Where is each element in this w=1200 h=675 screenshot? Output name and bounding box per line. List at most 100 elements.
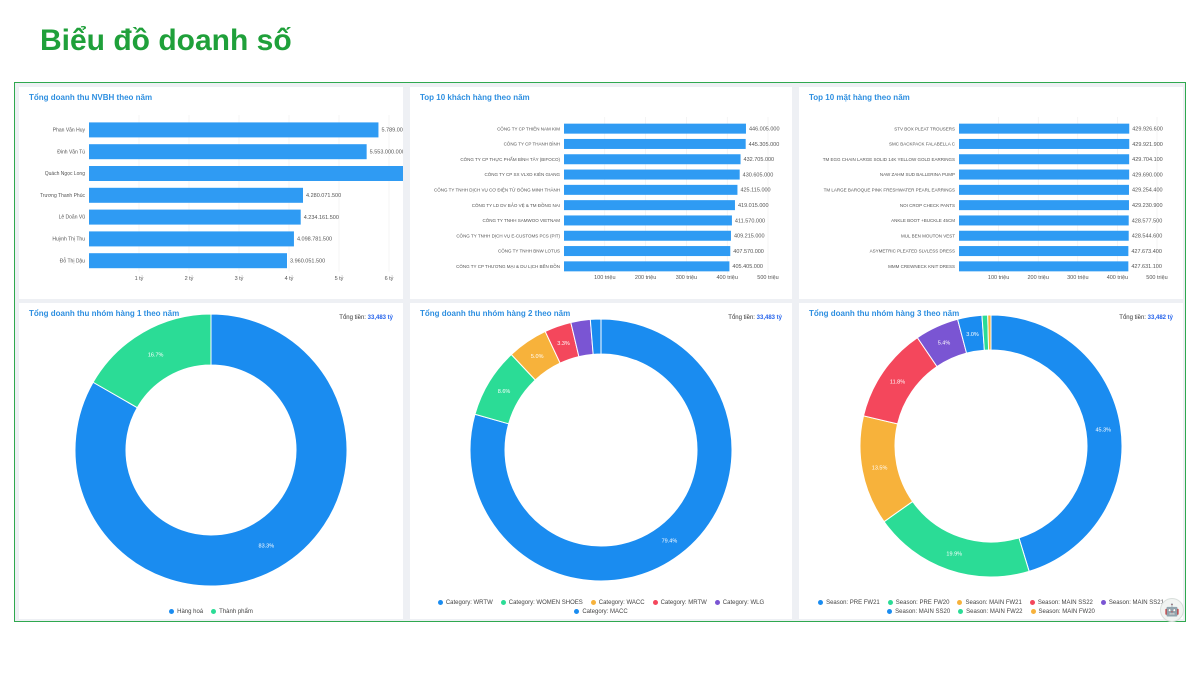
category-label: Trương Thanh Phúc <box>40 193 85 199</box>
category-label: Quách Ngọc Long <box>45 171 86 177</box>
bar[interactable] <box>564 169 740 180</box>
donut-slice[interactable] <box>469 318 733 582</box>
data-label: 432.705.000 <box>744 157 775 163</box>
bar[interactable] <box>959 200 1129 211</box>
donut-slice[interactable] <box>883 500 1030 578</box>
bar[interactable] <box>89 166 413 181</box>
bar[interactable] <box>959 246 1129 257</box>
bar[interactable] <box>564 154 741 165</box>
category-label: Phan Văn Huy <box>53 128 86 134</box>
legend-item[interactable]: Hàng hoá <box>169 608 203 617</box>
bar[interactable] <box>89 144 367 160</box>
donut-slice[interactable] <box>74 313 348 587</box>
legend-label: Category: MACC <box>582 609 628 615</box>
category-label: CÔNG TY LD DV BẢO VỆ & TM ĐỒNG NAI <box>472 201 560 208</box>
bar[interactable] <box>89 209 301 225</box>
bar[interactable] <box>564 138 746 149</box>
panel-title: Tổng doanh thu nhóm hàng 2 theo năm <box>420 309 571 318</box>
data-label: 5.789.000.000 <box>381 128 403 134</box>
category-label: TM EGG CHAIN LARGE SOLID 14K YELLOW GOLD… <box>823 157 955 162</box>
bar[interactable] <box>89 253 288 269</box>
panel-group3-revenue: Tổng doanh thu nhóm hàng 3 theo năm Tổng… <box>799 303 1183 619</box>
legend-dot <box>437 599 443 605</box>
data-label: 429.921.900 <box>1132 142 1163 148</box>
legend-item[interactable]: Season: MAIN FW20 <box>1030 608 1095 617</box>
legend-item[interactable]: Category: WRTW <box>437 599 493 608</box>
bar[interactable] <box>564 215 732 226</box>
legend-label: Thành phẩm <box>219 609 253 615</box>
x-tick-label: 200 triệu <box>635 275 656 281</box>
bar[interactable] <box>959 184 1129 195</box>
data-label: 425.115.000 <box>740 188 770 194</box>
legend-dot <box>652 599 658 605</box>
data-label: 411.570.000 <box>735 218 765 224</box>
bar[interactable] <box>564 230 731 241</box>
legend-item[interactable]: Season: PRE FW20 <box>887 599 949 608</box>
bar[interactable] <box>959 138 1130 149</box>
donut-slice[interactable] <box>589 318 602 355</box>
robot-icon[interactable]: 🤖 <box>1160 598 1184 622</box>
data-label: 429.230.900 <box>1132 203 1163 209</box>
data-label: 405.405.000 <box>732 264 763 270</box>
bar[interactable] <box>959 215 1129 226</box>
bar[interactable] <box>564 246 731 257</box>
bar[interactable] <box>959 123 1130 134</box>
legend-item[interactable]: Category: MACC <box>574 608 628 617</box>
legend-label: Season: MAIN SS22 <box>1037 600 1093 606</box>
legend-item[interactable]: Season: MAIN SS22 <box>1029 599 1093 608</box>
x-tick-label: 300 triệu <box>1067 275 1088 281</box>
bar[interactable] <box>959 261 1129 272</box>
data-label: 428.577.500 <box>1132 218 1163 224</box>
data-label: 4.280.071.500 <box>306 193 341 199</box>
total-amount: Tổng tiền: 33,482 tỷ <box>1119 315 1173 321</box>
legend-item[interactable]: Thành phẩm <box>211 608 253 617</box>
slice-label: 13.5% <box>872 466 888 472</box>
category-label: ASYMETRIC PLEATED SLVLESS DRESS <box>870 249 955 254</box>
data-label: 446.005.000 <box>749 126 780 132</box>
category-label: CÔNG TY CP THIÊN NAM KIM <box>497 124 560 131</box>
legend-item[interactable]: Category: WOMEN SHOES <box>500 599 583 608</box>
bar[interactable] <box>564 261 730 272</box>
total-amount: Tổng tiền: 33,483 tỷ <box>339 315 393 321</box>
legend-label: Season: MAIN FW21 <box>965 600 1022 606</box>
x-tick-label: 200 triệu <box>1027 275 1048 281</box>
legend-dot <box>714 599 720 605</box>
x-tick-label: 400 triệu <box>716 275 737 281</box>
legend-item[interactable]: Category: MRTW <box>652 599 707 608</box>
donut-slice[interactable] <box>990 314 1123 572</box>
bar[interactable] <box>564 200 735 211</box>
legend-item[interactable]: Season: PRE FW21 <box>818 599 880 608</box>
slice-label: 5.4% <box>938 341 951 347</box>
donut-slice[interactable] <box>92 313 212 409</box>
panel-title: Top 10 mặt hàng theo năm <box>809 93 910 102</box>
bar[interactable] <box>89 187 304 203</box>
legend-item[interactable]: Season: MAIN FW21 <box>957 599 1022 608</box>
category-label: CÔNG TY TNHH BNW LOTUS <box>498 248 560 254</box>
legend-item[interactable]: Season: MAIN SS20 <box>887 608 950 617</box>
category-label: ANKLE BOOT +BUCKLE 45CM <box>891 218 955 223</box>
legend-label: Season: MAIN FW22 <box>966 609 1023 615</box>
panel-title: Tổng doanh thu NVBH theo năm <box>29 93 153 102</box>
legend-item[interactable]: Season: MAIN FW22 <box>958 608 1023 617</box>
x-tick-label: 500 triệu <box>757 275 778 281</box>
bar[interactable] <box>564 123 746 134</box>
category-label: Đinh Văn Tú <box>57 149 85 155</box>
legend-item[interactable]: Category: WACC <box>590 599 645 608</box>
x-tick-label: 400 triệu <box>1107 275 1128 281</box>
x-tick-label: 3 tỷ <box>235 275 244 282</box>
legend-label: Hàng hoá <box>177 609 204 615</box>
legend-item[interactable]: Category: WLG <box>714 599 764 608</box>
bar[interactable] <box>89 231 294 247</box>
x-tick-label: 4 tỷ <box>285 275 294 282</box>
bar[interactable] <box>959 154 1130 165</box>
category-label: CÔNG TY TNHH DỊCH VỤ E-CUSTOMS PCS (PIT) <box>456 232 560 238</box>
legend-item[interactable]: Season: MAIN SS21 <box>1100 599 1164 608</box>
bar[interactable] <box>89 122 379 138</box>
slice-label: 3.0% <box>966 332 979 338</box>
bar[interactable] <box>564 184 738 195</box>
bar[interactable] <box>959 230 1129 241</box>
total-label: Tổng tiền: <box>1119 315 1146 321</box>
category-label: TM LARGE BAROQUE PINK FRESHWATER PEARL E… <box>824 187 955 192</box>
donut-slice[interactable] <box>987 314 992 351</box>
bar[interactable] <box>959 169 1130 180</box>
